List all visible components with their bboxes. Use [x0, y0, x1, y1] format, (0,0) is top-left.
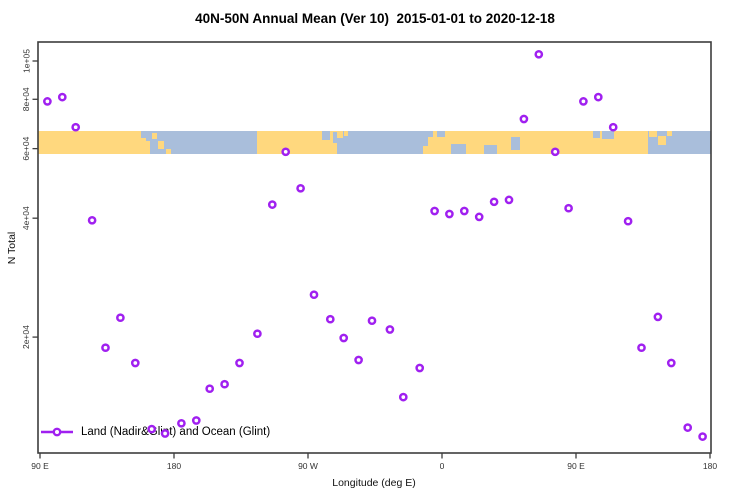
data-point [623, 216, 633, 226]
data-point [281, 147, 291, 157]
map-patch-ocean [428, 131, 433, 137]
map-band-land [257, 131, 337, 154]
data-point [415, 363, 425, 373]
map-patch-land [146, 141, 150, 154]
data-point [267, 200, 277, 209]
map-patch-ocean [322, 131, 330, 140]
map-patch-ocean [451, 144, 466, 154]
map-patch-land [166, 149, 171, 154]
y-tick-label: 2e+04 [21, 325, 31, 349]
data-point [191, 416, 201, 425]
data-point [130, 358, 140, 368]
data-point [398, 392, 408, 402]
map-patch-land [658, 136, 666, 145]
data-point [698, 432, 707, 441]
map-band-land [38, 131, 146, 154]
y-tick-label: 4e+04 [21, 206, 31, 230]
y-tick-label: 8e+04 [21, 87, 31, 111]
data-point [445, 209, 454, 219]
x-tick-label: 0 [440, 461, 445, 471]
data-point [367, 316, 377, 326]
data-point [666, 358, 676, 368]
data-point [57, 92, 67, 102]
data-point [653, 312, 663, 322]
data-point [43, 97, 52, 106]
data-point [235, 358, 244, 368]
map-band-ocean [146, 131, 257, 154]
data-point [309, 290, 319, 300]
data-point [579, 97, 588, 106]
legend-label: Land (Nadir&Glint) and Ocean (Glint) [81, 426, 271, 438]
data-point [534, 49, 544, 59]
map-patch-ocean [511, 137, 520, 150]
legend-marker-icon [41, 427, 73, 437]
x-tick-label: 180 [703, 461, 717, 471]
data-point [474, 212, 484, 222]
chart-title: 40N-50N Annual Mean (Ver 10) 2015-01-01 … [195, 11, 555, 26]
map-patch-ocean [141, 131, 146, 138]
plot-border [37, 41, 712, 454]
map-patch-land [649, 131, 657, 137]
data-point [205, 384, 215, 394]
y-axis-title: N Total [6, 231, 18, 265]
data-point [101, 343, 110, 353]
data-point [459, 206, 469, 216]
data-point [385, 325, 395, 334]
data-point [116, 313, 125, 323]
data-point [253, 329, 262, 339]
map-band-land [428, 131, 648, 154]
x-tick-label: 180 [167, 461, 181, 471]
data-point [220, 379, 229, 389]
data-point [593, 92, 603, 102]
y-tick-label: 6e+04 [21, 136, 31, 160]
map-patch-ocean [593, 131, 600, 138]
data-point [637, 343, 646, 353]
data-point [504, 195, 514, 205]
map-patch-ocean [602, 131, 614, 139]
data-point [325, 314, 335, 324]
map-patch-ocean [484, 145, 497, 154]
data-point [296, 183, 305, 193]
data-point [430, 206, 439, 216]
data-point [608, 122, 618, 132]
map-patch-land [152, 133, 157, 139]
x-axis-title: Longitude (deg E) [332, 477, 416, 489]
map-patch-land [423, 146, 428, 154]
data-point [87, 215, 97, 225]
x-tick-label: 90 E [31, 461, 49, 471]
x-tick-label: 90 W [298, 461, 318, 471]
data-point [550, 147, 560, 157]
x-tick-label: 90 E [567, 461, 585, 471]
data-point [71, 122, 81, 132]
data-point [489, 197, 499, 207]
map-patch-land [344, 131, 348, 136]
map-patch-ocean [437, 131, 445, 137]
map-patch-ocean [348, 140, 356, 148]
data-point [564, 203, 573, 213]
map-patch-ocean [333, 132, 347, 143]
data-point [354, 355, 363, 365]
y-tick-label: 1e+05 [21, 49, 31, 73]
data-point [339, 333, 349, 343]
data-point [683, 423, 693, 432]
map-patch-land [158, 141, 164, 149]
legend: Land (Nadir&Glint) and Ocean (Glint) [40, 426, 270, 438]
map-patch-land [337, 131, 343, 138]
data-point [519, 114, 529, 124]
map-band-ocean [337, 131, 428, 154]
map-patch-land [667, 131, 672, 136]
map-band-ocean [648, 131, 711, 154]
